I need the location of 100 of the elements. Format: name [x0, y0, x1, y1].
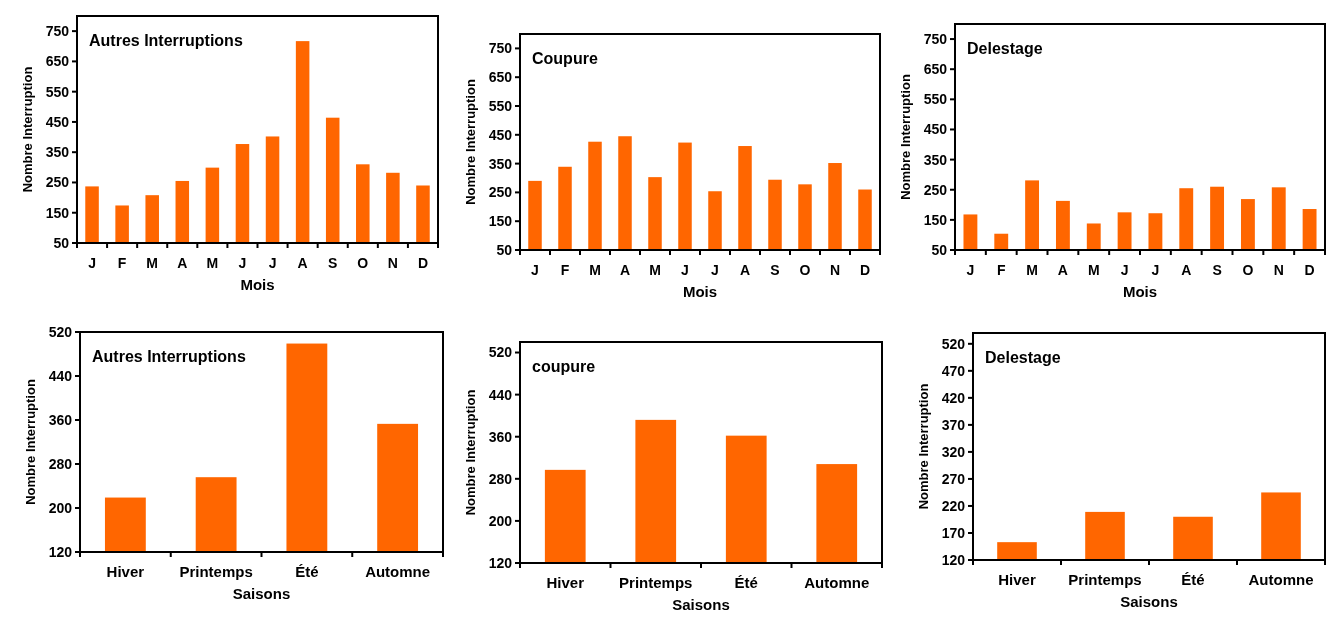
y-tick-label: 550: [923, 91, 948, 108]
text: Autres Interruptions: [92, 348, 246, 365]
y-tick-label: 450: [923, 121, 948, 138]
x-tick-label: O: [1242, 262, 1254, 278]
x-axis-title: Mois: [1122, 283, 1158, 300]
y-axis-title: Nombre Interruption: [898, 74, 913, 200]
x-tick-label: J: [1151, 262, 1160, 278]
y-tick-label: 50: [931, 241, 948, 258]
x-tick-label: J: [238, 255, 247, 271]
y-tick-label: 520: [488, 344, 513, 361]
y-tick-label: 120: [488, 554, 513, 571]
text: Delestage: [967, 40, 1043, 57]
x-tick-label: Été: [734, 574, 758, 591]
y-tick-label: 750: [488, 40, 513, 57]
y-tick-label: 470: [941, 362, 966, 379]
x-tick-label: S: [328, 255, 338, 271]
x-axis-title: Saisons: [1120, 593, 1178, 610]
y-tick-label: 350: [488, 155, 513, 172]
x-tick-label: N: [1273, 262, 1284, 278]
x-tick-label: M: [206, 255, 219, 271]
x-axis-title: Saisons: [232, 585, 291, 602]
x-tick-label: O: [799, 262, 811, 278]
x-tick-label: Hiver: [106, 563, 145, 580]
x-tick-label: J: [966, 262, 975, 278]
x-tick-label: F: [560, 262, 570, 278]
y-tick-label: 50: [53, 234, 70, 251]
x-tick-label: F: [117, 255, 127, 271]
y-tick-label: 120: [941, 551, 966, 568]
y-tick-label: 150: [923, 211, 948, 228]
x-axis-title: Mois: [240, 276, 275, 293]
y-tick-label: 650: [45, 53, 70, 70]
text: Coupure: [532, 50, 598, 67]
y-tick-label: 250: [923, 181, 948, 198]
x-axis-title: Mois: [682, 283, 718, 300]
x-tick-label: Hiver: [546, 574, 585, 591]
x-tick-label: Été: [295, 563, 319, 580]
y-tick-label: 360: [488, 428, 513, 445]
y-axis-title: Nombre Interruption: [23, 379, 38, 505]
x-tick-label: Printemps: [179, 563, 253, 580]
x-tick-label: Été: [1181, 571, 1205, 588]
x-axis-title: Saisons: [672, 596, 730, 613]
x-tick-label: M: [649, 262, 661, 278]
y-axis-title: Nombre Interruption: [20, 66, 35, 193]
x-tick-label: A: [297, 255, 308, 271]
y-tick-label: 650: [488, 69, 513, 86]
y-axis-title: Nombre Interruption: [463, 79, 478, 205]
y-tick-label: 360: [48, 411, 73, 428]
y-tick-label: 270: [941, 470, 966, 487]
y-tick-label: 320: [941, 443, 966, 460]
x-tick-label: J: [531, 262, 539, 278]
y-tick-label: 200: [48, 499, 73, 516]
y-tick-label: 50: [496, 241, 513, 258]
x-tick-label: Printemps: [1068, 571, 1142, 588]
y-tick-label: 440: [48, 367, 73, 384]
x-tick-label: M: [146, 255, 159, 271]
x-tick-label: A: [177, 255, 188, 271]
x-tick-label: N: [387, 255, 398, 271]
x-tick-label: Automne: [804, 574, 870, 591]
y-tick-label: 170: [941, 524, 966, 541]
x-tick-label: O: [357, 255, 369, 271]
y-tick-label: 350: [45, 144, 70, 161]
y-tick-label: 150: [45, 204, 70, 221]
y-tick-label: 520: [941, 335, 966, 352]
y-tick-label: 520: [48, 323, 73, 340]
x-tick-label: D: [1304, 262, 1315, 278]
y-tick-label: 280: [48, 455, 73, 472]
x-tick-label: D: [859, 262, 871, 278]
x-tick-label: F: [996, 262, 1006, 278]
x-tick-label: Printemps: [619, 574, 693, 591]
x-tick-label: M: [1087, 262, 1100, 278]
text: coupure: [532, 358, 596, 375]
x-tick-label: Automne: [365, 563, 431, 580]
y-axis-title: Nombre Interruption: [916, 383, 931, 510]
x-tick-label: A: [619, 262, 631, 278]
y-tick-label: 750: [45, 23, 70, 40]
x-tick-label: J: [711, 262, 719, 278]
y-tick-label: 550: [488, 97, 513, 114]
x-tick-label: Automne: [1248, 571, 1314, 588]
y-tick-label: 220: [941, 497, 966, 514]
y-axis-title: Nombre Interruption: [463, 389, 478, 516]
x-tick-label: J: [88, 255, 96, 271]
y-tick-label: 450: [488, 126, 513, 143]
y-tick-label: 750: [923, 30, 948, 47]
x-tick-label: S: [770, 262, 780, 278]
y-tick-label: 420: [941, 389, 966, 406]
y-tick-label: 120: [48, 543, 73, 560]
y-tick-label: 150: [488, 213, 513, 230]
y-tick-label: 550: [45, 83, 70, 100]
x-tick-label: J: [1120, 262, 1129, 278]
y-tick-label: 280: [488, 470, 513, 487]
x-tick-label: A: [1181, 262, 1192, 278]
x-tick-label: Hiver: [998, 571, 1036, 588]
y-tick-label: 450: [45, 113, 70, 130]
x-tick-label: S: [1212, 262, 1222, 278]
y-tick-label: 440: [488, 386, 513, 403]
x-tick-label: J: [681, 262, 689, 278]
text: Autres Interruptions: [89, 32, 243, 49]
x-tick-label: M: [589, 262, 601, 278]
x-tick-label: D: [417, 255, 429, 271]
x-tick-label: A: [1057, 262, 1068, 278]
